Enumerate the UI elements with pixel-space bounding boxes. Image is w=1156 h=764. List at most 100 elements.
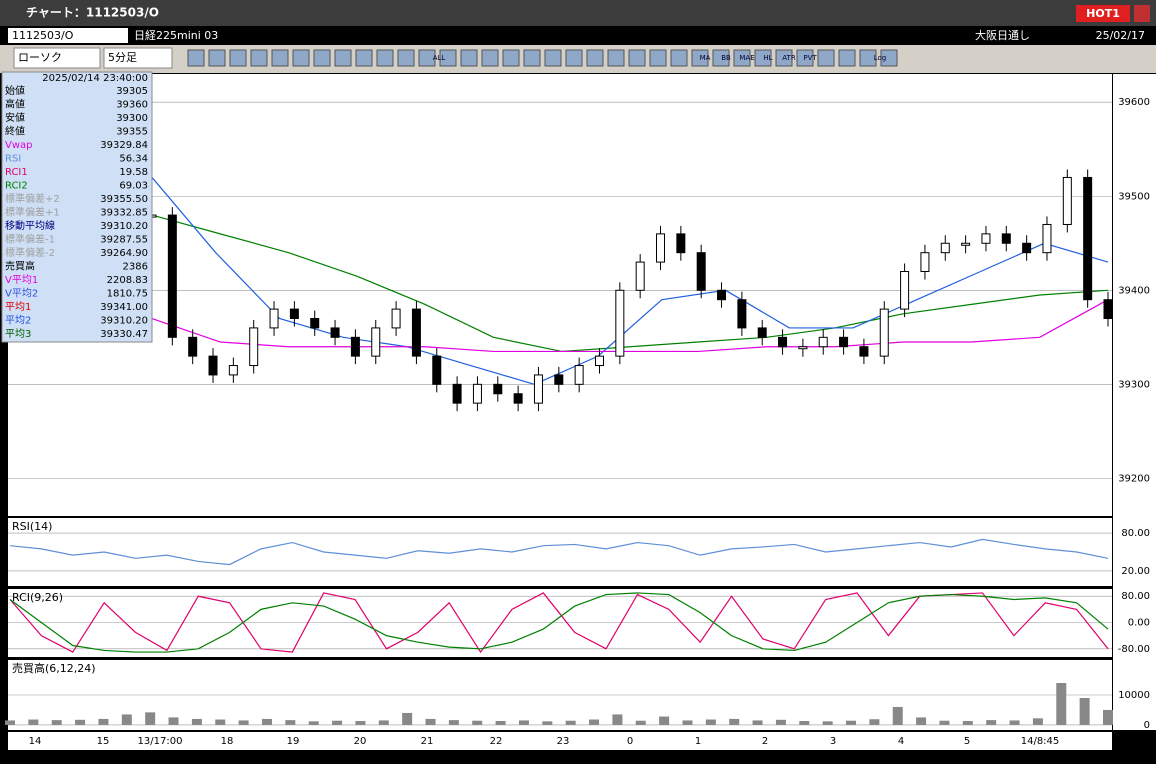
info-value: 39300 bbox=[116, 113, 148, 124]
volume-bar bbox=[589, 719, 600, 725]
tool-icon[interactable] bbox=[208, 49, 226, 67]
tool-icon[interactable] bbox=[691, 49, 709, 67]
tool-button[interactable]: Log bbox=[874, 54, 887, 62]
tool-icon[interactable] bbox=[292, 49, 310, 67]
tool-button[interactable]: ALL bbox=[433, 54, 446, 62]
candle-body bbox=[493, 383, 503, 395]
chart-type-select[interactable] bbox=[13, 47, 101, 69]
tool-button[interactable]: PVT bbox=[803, 54, 817, 62]
volume-bar bbox=[402, 712, 413, 725]
tool-icon[interactable] bbox=[523, 49, 541, 67]
y-tick-label: 80.00 bbox=[1121, 591, 1150, 602]
tool-button[interactable]: MAE bbox=[739, 54, 754, 62]
interval-select[interactable] bbox=[103, 47, 173, 69]
x-tick-label: 3 bbox=[830, 736, 836, 747]
tool-icon[interactable] bbox=[355, 49, 373, 67]
tool-icon[interactable] bbox=[733, 49, 751, 67]
tool-icon[interactable] bbox=[229, 49, 247, 67]
info-label: RCI1 bbox=[5, 167, 28, 178]
info-value: 39264.90 bbox=[100, 248, 148, 259]
tool-icon[interactable] bbox=[565, 49, 583, 67]
tool-icon[interactable] bbox=[859, 49, 877, 67]
candle-body bbox=[289, 308, 299, 320]
volume-bar bbox=[939, 720, 950, 725]
code-input[interactable] bbox=[8, 28, 128, 43]
candle-body bbox=[1001, 233, 1011, 244]
candle-body bbox=[330, 327, 340, 338]
tool-icon[interactable] bbox=[250, 49, 268, 67]
y-tick-label: 39600 bbox=[1118, 97, 1150, 108]
tool-icon[interactable] bbox=[838, 49, 856, 67]
candle-body bbox=[818, 336, 828, 348]
tool-icon[interactable] bbox=[313, 49, 331, 67]
info-value: 2386 bbox=[123, 262, 148, 273]
tool-icon[interactable] bbox=[607, 49, 625, 67]
x-tick-label: 4 bbox=[898, 736, 904, 747]
candle-body bbox=[757, 327, 767, 338]
tool-icon[interactable] bbox=[397, 49, 415, 67]
info-label: Vwap bbox=[5, 140, 33, 151]
candle-body bbox=[188, 336, 198, 357]
tool-button[interactable]: BB bbox=[721, 54, 731, 62]
candle-body bbox=[472, 383, 482, 404]
candle-body bbox=[1062, 176, 1072, 225]
code[interactable]: 1112503/O bbox=[12, 29, 74, 42]
series-line bbox=[151, 214, 1109, 353]
chart-type[interactable]: ローソク bbox=[18, 51, 62, 64]
x-tick-label: 19 bbox=[287, 736, 300, 747]
hot-label[interactable]: HOT1 bbox=[1086, 7, 1120, 20]
tool-icon[interactable] bbox=[670, 49, 688, 67]
tool-icon[interactable] bbox=[796, 49, 814, 67]
x-tick-label: 2 bbox=[762, 736, 768, 747]
tool-icon[interactable] bbox=[334, 49, 352, 67]
info-value: 39330.47 bbox=[100, 329, 148, 340]
y-axis-area bbox=[1113, 74, 1156, 730]
tool-icon[interactable] bbox=[775, 49, 793, 67]
tool-icon[interactable] bbox=[418, 49, 436, 67]
tool-icon[interactable] bbox=[586, 49, 604, 67]
y-tick-label: 0 bbox=[1144, 720, 1150, 731]
tool-icon[interactable] bbox=[880, 49, 898, 67]
close-button[interactable] bbox=[1134, 5, 1150, 22]
candle-body bbox=[961, 242, 971, 246]
tool-icon[interactable] bbox=[502, 49, 520, 67]
info-label: 標準偏差-2 bbox=[5, 246, 55, 259]
tool-button[interactable]: MA bbox=[700, 54, 711, 62]
candle-body bbox=[981, 233, 991, 244]
tool-icon[interactable] bbox=[271, 49, 289, 67]
tool-button[interactable]: HL bbox=[763, 54, 772, 62]
tool-button[interactable]: ATR bbox=[782, 54, 796, 62]
candle-body bbox=[208, 355, 218, 376]
tool-icon[interactable] bbox=[544, 49, 562, 67]
volume-bar bbox=[1009, 720, 1020, 725]
y-tick-label: 20.00 bbox=[1121, 566, 1150, 577]
x-tick-label: 14 bbox=[29, 736, 42, 747]
volume-bar bbox=[355, 721, 366, 725]
info-panel bbox=[1, 71, 153, 343]
info-label: 平均2 bbox=[5, 315, 31, 327]
tool-icon[interactable] bbox=[817, 49, 835, 67]
tool-icon[interactable] bbox=[481, 49, 499, 67]
series-line bbox=[151, 299, 1109, 353]
tool-icon[interactable] bbox=[628, 49, 646, 67]
y-tick-label: 39300 bbox=[1118, 379, 1150, 390]
info-value: 39332.85 bbox=[100, 208, 148, 219]
tool-icon[interactable] bbox=[460, 49, 478, 67]
tool-icon[interactable] bbox=[439, 49, 457, 67]
candle-body bbox=[737, 299, 747, 329]
interval[interactable]: 5分足 bbox=[108, 51, 137, 64]
info-value: 1810.75 bbox=[107, 289, 148, 300]
tool-icon[interactable] bbox=[754, 49, 772, 67]
candle-body bbox=[269, 308, 279, 329]
x-tick-label: 5 bbox=[964, 736, 970, 747]
volume-bar bbox=[752, 720, 763, 725]
volume-bar bbox=[1103, 709, 1113, 725]
candle-body bbox=[228, 365, 238, 376]
tool-icon[interactable] bbox=[376, 49, 394, 67]
candle-body bbox=[879, 308, 889, 357]
hot-button[interactable] bbox=[1076, 5, 1130, 22]
tool-icon[interactable] bbox=[712, 49, 730, 67]
tool-icon[interactable] bbox=[187, 49, 205, 67]
tool-icon[interactable] bbox=[649, 49, 667, 67]
candle-body bbox=[635, 261, 645, 291]
